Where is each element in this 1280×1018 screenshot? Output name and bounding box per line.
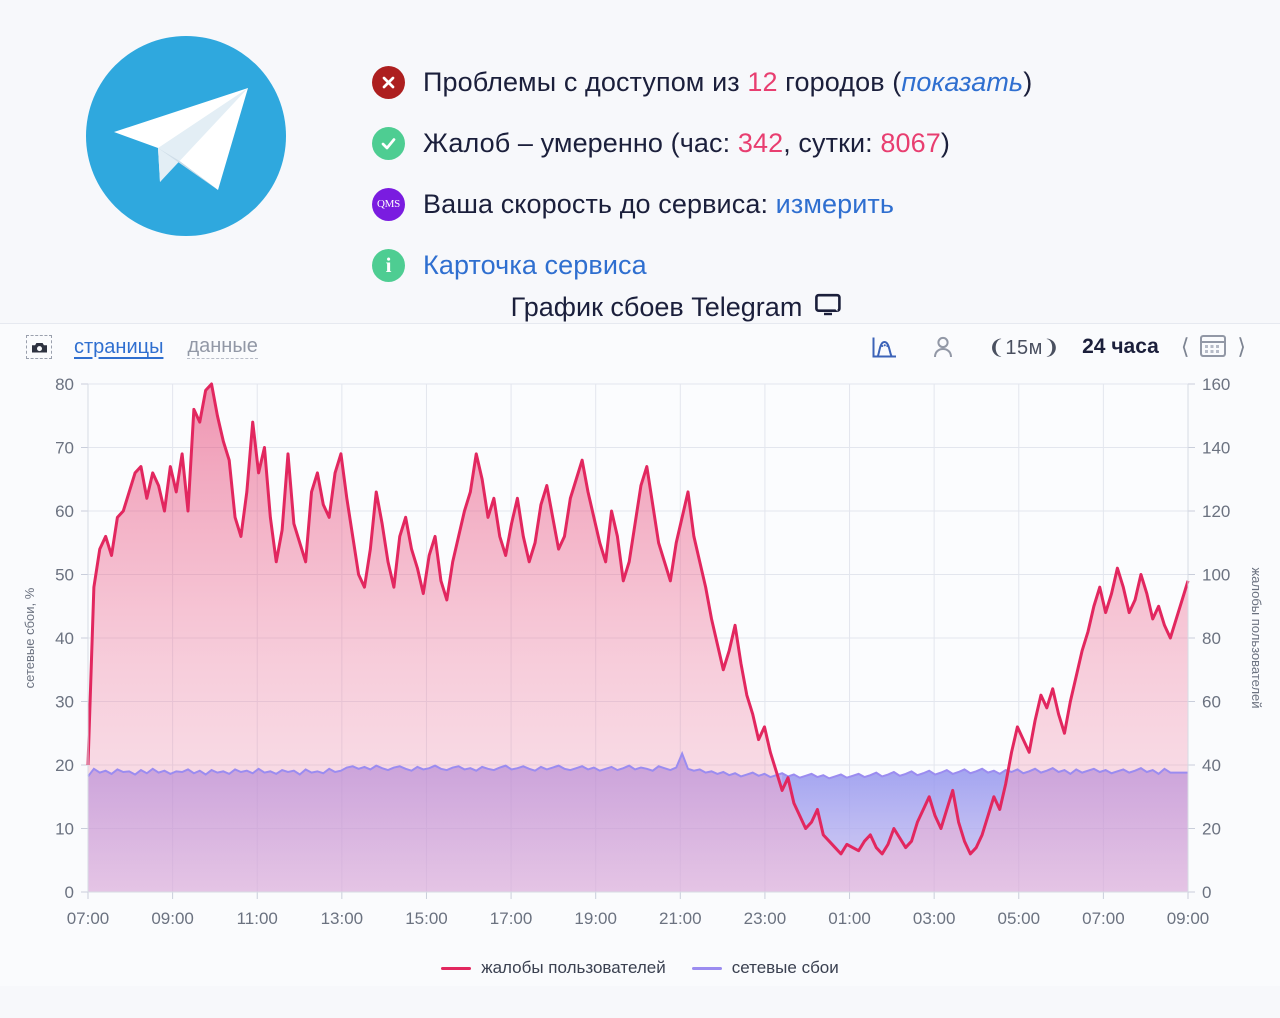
tab-pages[interactable]: страницы [74, 335, 164, 358]
svg-text:сетевые сбои, %: сетевые сбои, % [22, 587, 37, 688]
show-cities-link[interactable]: показать [901, 67, 1024, 97]
svg-text:140: 140 [1202, 439, 1230, 458]
svg-text:0: 0 [1202, 883, 1211, 902]
chevron-left-icon[interactable]: ⟨ [1180, 334, 1190, 359]
svg-text:11:00: 11:00 [237, 909, 278, 928]
complaints-hour-value: 342 [737, 128, 784, 158]
chart-toolbar-right: ❨15м❩ 24 часа ⟨ ⟩ [871, 332, 1246, 363]
qms-label: QMS [377, 198, 400, 210]
svg-text:30: 30 [55, 693, 74, 712]
service-logo-wrap [0, 22, 372, 236]
complaints-area [88, 384, 1188, 892]
status-row-complaints: Жалоб – умеренно (час: 342, сутки: 8067) [372, 113, 1032, 174]
complaints-day-value: 8067 [880, 128, 941, 158]
svg-text:21:00: 21:00 [659, 909, 702, 928]
outage-city-count: 12 [747, 67, 778, 97]
monitor-icon[interactable] [815, 293, 842, 322]
service-header: Проблемы с доступом из 12 городов (показ… [0, 0, 1280, 290]
qms-badge-icon: QMS [372, 188, 405, 221]
svg-text:0: 0 [65, 883, 74, 902]
chart-toolbar: страницы данные ❨15м❩ 24 час [0, 324, 1280, 370]
complaints-line [86, 382, 1190, 856]
measure-speed-link[interactable]: измерить [775, 189, 895, 219]
tab-data[interactable]: данные [187, 335, 258, 359]
legend-item-network[interactable]: сетевые сбои [691, 958, 839, 978]
svg-text:23:00: 23:00 [744, 909, 787, 928]
chevron-right-icon[interactable]: ⟩ [1237, 334, 1246, 359]
svg-text:07:00: 07:00 [1082, 909, 1125, 928]
svg-text:15:00: 15:00 [405, 909, 448, 928]
network-line [87, 750, 1188, 780]
outage-text-after: ) [1023, 67, 1033, 97]
svg-text:03:00: 03:00 [913, 909, 956, 928]
chart-title-row: График сбоев Telegram [0, 292, 1280, 323]
complaints-text-middle: , сутки: [783, 128, 881, 158]
legend-label-complaints: жалобы пользователей [481, 958, 666, 977]
svg-text:09:00: 09:00 [1167, 909, 1210, 928]
person-icon[interactable] [932, 335, 954, 359]
svg-text:50: 50 [55, 566, 74, 585]
svg-text:100: 100 [1202, 566, 1230, 585]
svg-text:80: 80 [55, 375, 74, 394]
chart-curve-icon[interactable] [871, 335, 898, 360]
info-letter: i [385, 253, 392, 277]
svg-text:09:00: 09:00 [151, 909, 194, 928]
page-title: График сбоев Telegram [510, 292, 803, 322]
svg-text:05:00: 05:00 [997, 909, 1040, 928]
svg-text:60: 60 [55, 502, 74, 521]
svg-text:07:00: 07:00 [67, 909, 110, 928]
granularity-selector[interactable]: ❨15м❩ [988, 336, 1061, 359]
svg-text:20: 20 [55, 756, 74, 775]
status-row-outage: Проблемы с доступом из 12 городов (показ… [372, 52, 1032, 113]
info-circle-icon: i [372, 249, 405, 282]
status-service-card-text: Карточка сервиса [423, 250, 647, 281]
svg-text:10: 10 [55, 820, 74, 839]
status-outage-text: Проблемы с доступом из 12 городов (показ… [423, 67, 1032, 98]
svg-text:40: 40 [1202, 756, 1221, 775]
svg-text:40: 40 [55, 629, 74, 648]
status-complaints-text: Жалоб – умеренно (час: 342, сутки: 8067) [423, 128, 950, 159]
chart-tabs: страницы данные [74, 335, 258, 359]
legend-item-complaints[interactable]: жалобы пользователей [441, 958, 666, 978]
calendar-icon[interactable] [1199, 332, 1227, 363]
svg-text:17:00: 17:00 [490, 909, 533, 928]
speed-text-before: Ваша скорость до сервиса: [423, 189, 776, 219]
svg-text:жалобы пользователей: жалобы пользователей [1249, 567, 1264, 708]
chart-legend: жалобы пользователей сетевые сбои [0, 950, 1280, 986]
svg-text:19:00: 19:00 [574, 909, 617, 928]
chart-panel: страницы данные ❨15м❩ 24 час [0, 323, 1280, 986]
range-label[interactable]: 24 часа [1082, 335, 1159, 358]
svg-text:60: 60 [1202, 693, 1221, 712]
complaints-text-before: Жалоб – умеренно (час: [423, 128, 738, 158]
legend-label-network: сетевые сбои [731, 958, 839, 977]
status-list: Проблемы с доступом из 12 городов (показ… [372, 22, 1032, 296]
svg-text:70: 70 [55, 439, 74, 458]
svg-text:20: 20 [1202, 820, 1221, 839]
outage-text-middle: городов ( [777, 67, 902, 97]
svg-text:80: 80 [1202, 629, 1221, 648]
complaints-text-after: ) [940, 128, 950, 158]
status-speed-text: Ваша скорость до сервиса: измерить [423, 189, 894, 220]
telegram-logo [86, 36, 286, 236]
chart-svg: 0 10 20 30 40 50 60 70 80 0 20 40 60 80 100 120 140 160 07… [22, 375, 1264, 928]
legend-swatch-complaints [441, 966, 472, 970]
error-x-circle-icon [372, 66, 405, 99]
status-row-service-card: i Карточка сервиса [372, 235, 1032, 296]
check-circle-icon [372, 127, 405, 160]
overlap-area [782, 768, 1006, 854]
outage-text-before: Проблемы с доступом из [423, 67, 748, 97]
service-card-link[interactable]: Карточка сервиса [423, 250, 647, 280]
svg-text:120: 120 [1202, 502, 1230, 521]
screenshot-camera-icon[interactable] [26, 335, 52, 359]
svg-text:160: 160 [1202, 375, 1230, 394]
legend-swatch-network [691, 966, 722, 970]
outage-chart[interactable]: 0 10 20 30 40 50 60 70 80 0 20 40 60 80 100 120 140 160 07… [0, 370, 1280, 950]
date-nav: ⟨ ⟩ [1181, 332, 1246, 363]
status-row-speed: QMS Ваша скорость до сервиса: измерить [372, 174, 1032, 235]
svg-text:01:00: 01:00 [828, 909, 871, 928]
svg-text:13:00: 13:00 [321, 909, 364, 928]
